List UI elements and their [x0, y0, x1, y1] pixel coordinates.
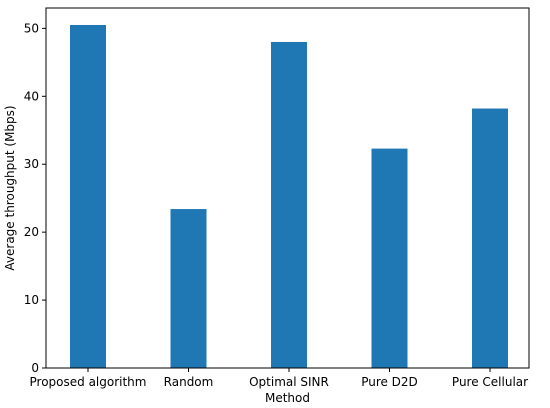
bar-optimal-sinr — [271, 41, 307, 368]
x-tick-label: Proposed algorithm — [30, 375, 147, 389]
bar-random — [170, 209, 207, 368]
y-tick-label: 20 — [24, 225, 39, 239]
x-tick-label: Pure D2D — [361, 375, 418, 389]
x-tick-label: Optimal SINR — [249, 375, 329, 389]
bar-proposed-algorithm — [70, 24, 106, 368]
y-tick-label: 10 — [24, 293, 39, 307]
x-tick-label: Pure Cellular — [452, 375, 528, 389]
y-tick-label: 0 — [31, 361, 39, 375]
y-axis: 0 10 20 30 40 50 — [24, 21, 46, 375]
x-axis: Proposed algorithm Random Optimal SINR Pure… — [30, 368, 528, 389]
y-tick-label: 30 — [24, 157, 39, 171]
x-tick-label: Random — [164, 375, 214, 389]
bar-pure-cellular — [472, 108, 508, 368]
y-tick-label: 50 — [24, 21, 39, 35]
plot-area — [70, 24, 508, 368]
y-axis-label: Average throughput (Mbps) — [3, 105, 17, 270]
plot-frame — [45, 7, 530, 369]
x-axis-label: Method — [265, 391, 310, 405]
bar-pure-d2d — [371, 148, 408, 368]
y-tick-label: 40 — [24, 89, 39, 103]
